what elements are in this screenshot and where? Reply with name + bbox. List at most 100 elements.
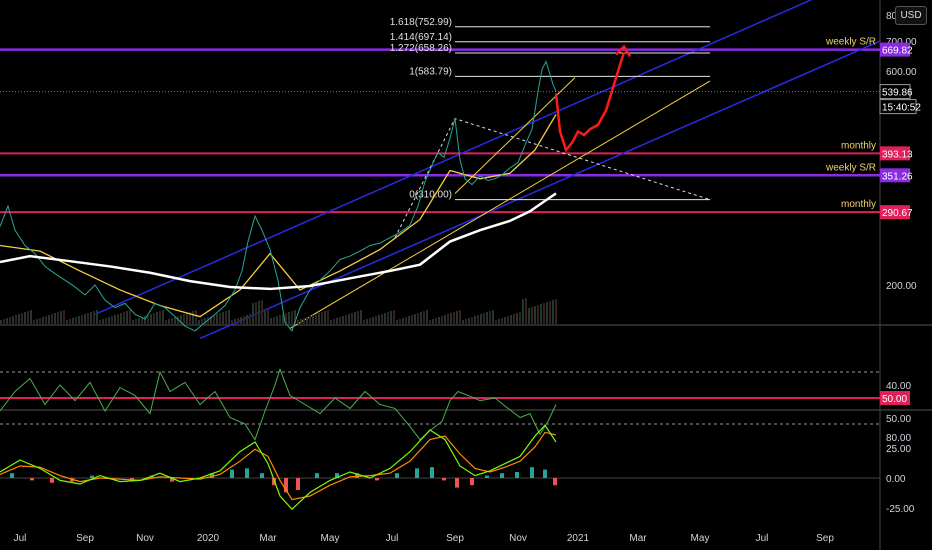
volume-bar [243,316,245,324]
channel-upper [94,0,813,316]
time-axis-tick: Sep [816,533,834,544]
volume-bar [387,312,389,324]
volume-bar [513,314,515,324]
volume-bar [258,301,260,324]
volume-bar [345,315,347,324]
volume-bar [63,310,65,324]
volume-bar [183,314,185,324]
price-tag-bg [880,146,910,161]
volume-bar [351,313,353,324]
macd-histogram-bar [272,478,276,486]
macd-histogram-bar [170,478,174,482]
macd-histogram-bar [355,473,359,478]
volume-bar [465,319,467,324]
volume-bar [294,310,296,324]
volume-bar [507,316,509,324]
volume-bar [39,318,41,324]
macd-histogram-bar [335,473,339,478]
macd-histogram-bar [50,478,54,483]
rsi-axis-tick: 80.00 [886,433,911,444]
volume-bar [21,313,23,324]
volume-bar [381,314,383,324]
last-price-tag: 539.86 [882,88,913,99]
macd-histogram-bar [284,478,288,493]
volume-bar [504,317,506,324]
macd-histogram-bar [543,469,547,478]
volume-bar [234,319,236,324]
volume-bar [261,300,263,324]
volume-bar [411,315,413,324]
volume-bar [444,315,446,324]
volume-bar [534,306,536,324]
volume-bar [324,311,326,324]
volume-bar [144,316,146,324]
time-axis-tick: Nov [509,533,527,544]
volume-bar [486,312,488,324]
volume-bar [285,313,287,324]
volume-bar [90,312,92,324]
macd-histogram-bar [296,478,300,490]
volume-bar [135,319,137,324]
volume-bar [549,301,551,324]
volume-bar [372,317,374,324]
volume-bar [186,313,188,324]
volume-bar [312,315,314,324]
volume-bar [480,314,482,324]
macd-histogram-bar [442,478,446,481]
volume-bar [282,314,284,324]
volume-bar [87,313,89,324]
macd-histogram-bar [90,475,94,478]
macd-histogram-bar [260,473,264,478]
volume-bar [45,316,47,324]
volume-bar [72,318,74,324]
countdown-tag-bg [879,99,917,115]
volume-bar [189,312,191,324]
volume-bar [309,316,311,324]
volume-bar [435,318,437,324]
price-tag: 669.82 [882,46,913,57]
volume-bar [540,304,542,324]
price-line [0,60,557,332]
level-label: weekly S/R [825,37,876,48]
volume-bar [336,318,338,324]
macd-histogram-bar [485,475,489,478]
volume-bar [99,320,101,324]
volume-bar [222,312,224,324]
price-axis-tick: 600.00 [886,67,917,78]
volume-bar [426,310,428,324]
volume-bar [363,320,365,324]
arrow-head [615,44,632,58]
volume-bar [525,298,527,324]
volume-bar [354,312,356,324]
volume-bar [378,315,380,324]
volume-bar [219,313,221,324]
macd-histogram-bar [430,467,434,478]
volume-bar [291,311,293,324]
volume-bar [0,320,2,324]
volume-bar [111,316,113,324]
volume-bar [75,317,77,324]
volume-bar [330,320,332,324]
volume-bar [462,320,464,324]
volume-bar [495,320,497,324]
price-tag-bg [880,168,910,183]
trendline-yellow [289,80,711,329]
volume-bar [441,316,443,324]
ma-yellow-line [0,114,557,318]
volume-bar [57,312,59,324]
volume-bar [519,312,521,324]
rsi-value-tag: 50.00 [882,394,907,405]
time-axis-tick: Sep [446,533,464,544]
volume-bar [342,316,344,324]
volume-bar [396,320,398,324]
volume-bar [375,316,377,324]
time-axis-tick: Mar [259,533,277,544]
currency-button[interactable]: USD [895,6,927,25]
volume-bar [51,314,53,324]
ma-white-line [0,192,557,291]
volume-bar [510,315,512,324]
volume-bar [105,318,107,324]
volume-bar [474,316,476,324]
volume-bar [276,316,278,324]
